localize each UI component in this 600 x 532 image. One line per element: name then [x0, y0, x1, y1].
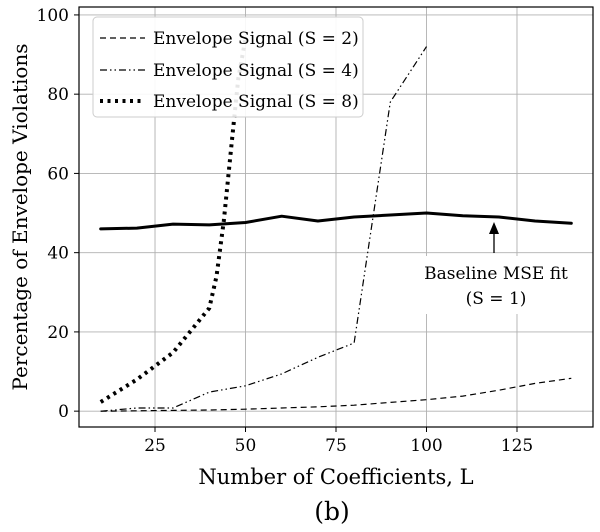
- y-tick-label: 20: [47, 323, 69, 343]
- x-tick-label: 75: [325, 436, 347, 456]
- x-tick-label: 50: [235, 436, 257, 456]
- axis-ticks: 25 50 75 100 125 0 20 40 60 80 100: [37, 6, 534, 456]
- series-line-envelope-signal-s-2: [100, 377, 572, 412]
- legend-label-s8: Envelope Signal (S = 8): [153, 92, 359, 112]
- y-axis-label: Percentage of Envelope Violations: [8, 43, 32, 390]
- x-tick-label: 100: [410, 436, 442, 456]
- x-tick-label: 125: [501, 436, 533, 456]
- y-tick-label: 60: [47, 164, 69, 184]
- legend-label-s4: Envelope Signal (S = 4): [153, 61, 359, 81]
- legend-label-s2: Envelope Signal (S = 2): [153, 29, 359, 49]
- y-tick-label: 80: [47, 85, 69, 105]
- annotation-background: [418, 256, 576, 314]
- annotation-line-2: (S = 1): [466, 289, 527, 309]
- x-tick-label: 25: [144, 436, 166, 456]
- y-tick-label: 100: [37, 6, 69, 26]
- y-tick-label: 40: [47, 244, 69, 264]
- legend: Envelope Signal (S = 2) Envelope Signal …: [92, 16, 364, 118]
- y-tick-label: 0: [58, 402, 69, 422]
- baseline-annotation: Baseline MSE fit (S = 1): [418, 222, 576, 314]
- x-axis-label: Number of Coefficients, L: [198, 465, 473, 489]
- annotation-line-1: Baseline MSE fit: [424, 264, 568, 284]
- subtitle: (b): [314, 497, 350, 526]
- series-line-baseline-mse-fit-s-1: [99, 211, 573, 231]
- annotation-arrow-head: [489, 222, 499, 234]
- legend-box: [92, 16, 364, 118]
- series-line-envelope-signal-s-4: [100, 46, 428, 412]
